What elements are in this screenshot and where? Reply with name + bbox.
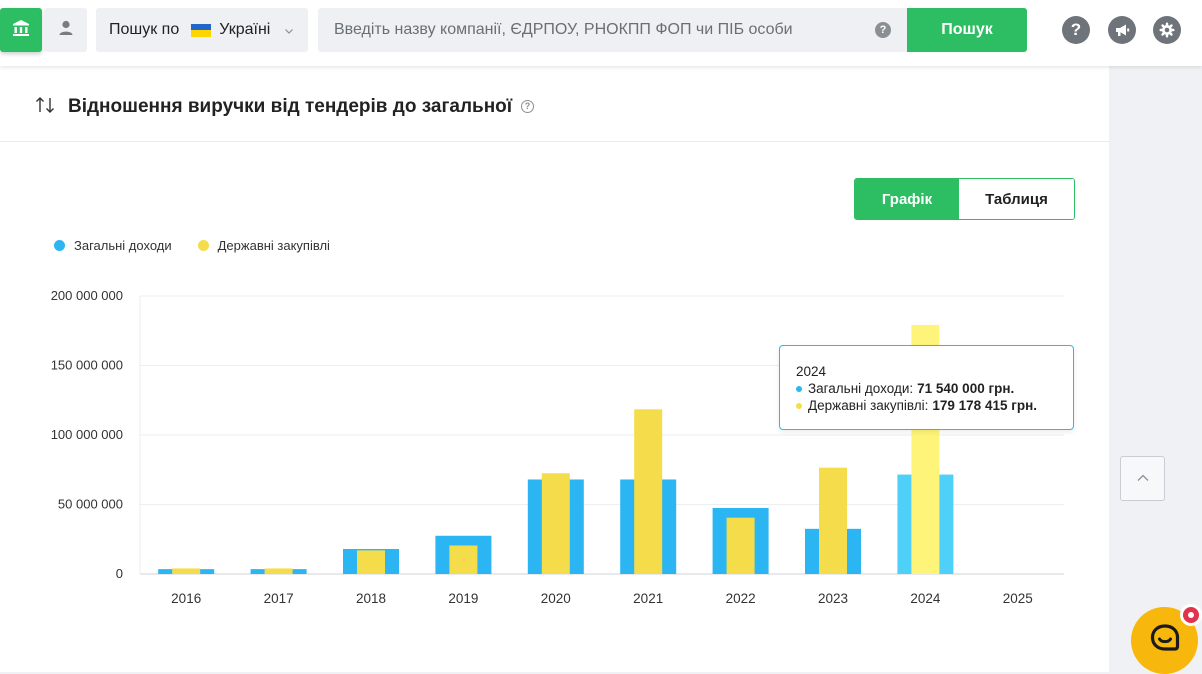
x-tick-label: 2016	[171, 591, 201, 606]
x-tick-label: 2022	[726, 591, 756, 606]
x-tick-label: 2019	[448, 591, 478, 606]
ukraine-flag-icon	[191, 23, 212, 37]
tab-chart[interactable]: Графік	[855, 179, 959, 219]
chart-tooltip: 2024 Загальні доходи: 71 540 000 грн. Де…	[779, 345, 1074, 430]
search-input[interactable]	[334, 8, 864, 52]
legend-dot	[54, 240, 65, 251]
legend-item-public-procurement[interactable]: Державні закупівлі	[197, 238, 330, 253]
chat-icon	[1148, 621, 1182, 660]
legend-label: Загальні доходи	[74, 238, 172, 253]
x-tick-label: 2021	[633, 591, 663, 606]
search-box: ?	[318, 8, 907, 52]
x-tick-label: 2017	[264, 591, 294, 606]
x-tick-label: 2018	[356, 591, 386, 606]
notification-badge	[1180, 604, 1202, 626]
help-icon[interactable]: ?	[1062, 16, 1090, 44]
card-title: Відношення виручки від тендерів до загал…	[68, 96, 513, 117]
tooltip-row-public-procurement: Державні закупівлі: 179 178 415 грн.	[796, 397, 1073, 414]
gear-icon[interactable]	[1153, 16, 1181, 44]
help-icon[interactable]: ?	[875, 22, 891, 38]
bar-public-procurement	[449, 545, 478, 574]
y-tick-label: 100 000 000	[51, 427, 123, 442]
tab-table[interactable]: Таблиця	[959, 179, 1074, 219]
y-tick-label: 50 000 000	[58, 497, 123, 512]
bar-public-procurement	[172, 568, 201, 574]
bar-public-procurement	[264, 568, 293, 574]
y-tick-label: 200 000 000	[51, 288, 123, 303]
x-tick-label: 2025	[1003, 591, 1033, 606]
chevron-down-icon	[284, 23, 294, 41]
tooltip-label: Загальні доходи:	[808, 381, 914, 396]
scroll-to-top-button[interactable]	[1120, 456, 1165, 501]
megaphone-icon[interactable]	[1108, 16, 1136, 44]
chart-legend: Загальні доходи Державні закупівлі	[54, 238, 356, 253]
chevron-up-icon	[1136, 470, 1150, 488]
legend-label: Державні закупівлі	[217, 238, 330, 253]
region-prefix: Пошук по	[109, 21, 180, 38]
x-tick-label: 2024	[910, 591, 941, 606]
card-header: Відношення виручки від тендерів до загал…	[0, 66, 1109, 142]
view-toggle: Графік Таблиця	[854, 178, 1075, 220]
bar-public-procurement	[357, 550, 385, 574]
search-button[interactable]: Пошук	[907, 8, 1027, 52]
legend-dot	[197, 240, 209, 251]
home-button[interactable]	[0, 8, 42, 52]
bank-icon	[11, 18, 31, 43]
x-tick-label: 2023	[818, 591, 848, 606]
x-tick-label: 2020	[541, 591, 571, 606]
tooltip-row-total-income: Загальні доходи: 71 540 000 грн.	[796, 380, 1073, 397]
bar-chart: 0 50 000 000 100 000 000 150 000 000 200 000…	[51, 288, 1064, 606]
region-value: Україні	[219, 21, 271, 38]
bar-public-procurement	[819, 467, 847, 574]
top-bar: Пошук по Україні ? Пошук ?	[0, 0, 1202, 66]
tooltip-dot	[796, 402, 802, 409]
y-tick-label: 150 000 000	[51, 358, 123, 373]
bar-public-procurement	[541, 473, 570, 574]
sort-arrows-icon	[34, 94, 58, 121]
bar-public-procurement	[634, 409, 663, 574]
user-button[interactable]	[44, 8, 87, 52]
region-selector[interactable]: Пошук по Україні	[96, 8, 308, 52]
y-tick-label: 0	[116, 566, 123, 581]
tooltip-value: 179 178 415 грн.	[932, 398, 1037, 413]
help-icon[interactable]: ?	[521, 100, 534, 113]
user-icon	[57, 19, 75, 42]
tooltip-label: Державні закупівлі:	[808, 398, 929, 413]
bar-public-procurement	[726, 517, 755, 574]
tooltip-value: 71 540 000 грн.	[917, 381, 1015, 396]
tooltip-year: 2024	[796, 364, 827, 379]
tooltip-dot	[796, 385, 802, 392]
legend-item-total-income[interactable]: Загальні доходи	[54, 238, 172, 253]
